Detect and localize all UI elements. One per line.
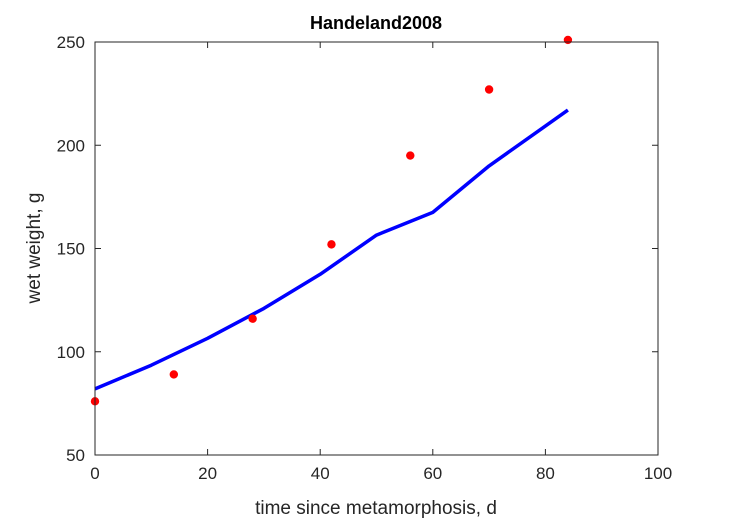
y-tick-label: 100	[57, 343, 85, 362]
y-tick-label: 200	[57, 136, 85, 155]
y-tick-label: 50	[66, 446, 85, 465]
y-tick-label: 150	[57, 240, 85, 259]
x-tick-label: 40	[311, 464, 330, 483]
data-point	[484, 85, 494, 94]
data-point	[406, 151, 415, 160]
chart-title: Handeland2008	[310, 13, 442, 33]
x-tick-label: 20	[198, 464, 217, 483]
y-tick-label: 250	[57, 33, 85, 52]
data-point	[169, 370, 179, 379]
plot-area	[95, 42, 658, 455]
x-axis-ticks: 0 20 40 60 80 100	[90, 42, 672, 483]
x-tick-label: 100	[644, 464, 672, 483]
data-point	[563, 35, 573, 45]
fit-curve-line	[94, 108, 569, 391]
fit-curve-layer	[94, 108, 569, 391]
y-axis-ticks: 50 100 150 200 250	[57, 33, 658, 465]
x-axis-label: time since metamorphosis, d	[255, 498, 497, 519]
data-point	[248, 314, 257, 323]
y-axis-label: wet weight, g	[24, 193, 45, 305]
x-tick-label: 0	[90, 464, 99, 483]
x-tick-label: 80	[536, 464, 555, 483]
x-tick-label: 60	[423, 464, 442, 483]
data-point	[327, 240, 336, 249]
